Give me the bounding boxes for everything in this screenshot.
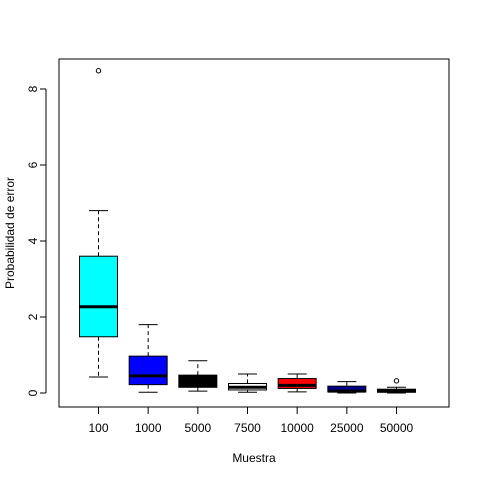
y-tick-label-1: 2 (26, 313, 40, 320)
outlier-100-0 (95, 68, 102, 74)
x-axis: 100 1000 5000 7500 10000 25000 50000 (88, 406, 414, 435)
x-tick-label-6: 50000 (380, 421, 414, 435)
x-tick-label-2: 5000 (184, 421, 211, 435)
box-rect-10000 (277, 378, 317, 389)
x-axis-title: Muestra (232, 451, 276, 465)
x-tick-label-3: 7500 (234, 421, 261, 435)
x-tick-label-0: 100 (88, 421, 108, 435)
box-rect-100 (79, 255, 118, 338)
box-100 (79, 68, 118, 378)
box-5000 (178, 360, 218, 392)
outlier-50000-0 (393, 378, 400, 384)
box-10000 (277, 373, 317, 393)
y-axis: 0 2 4 6 8 (26, 85, 47, 396)
box-group (79, 68, 416, 394)
box-1000 (128, 324, 168, 393)
y-axis-title: Probabilidad de error (3, 177, 17, 289)
y-tick-label-2: 4 (26, 237, 40, 244)
y-tick-label-0: 0 (26, 389, 40, 396)
x-tick-label-5: 25000 (330, 421, 364, 435)
box-7500 (228, 373, 267, 393)
box-50000 (377, 378, 416, 394)
x-tick-label-1: 1000 (135, 421, 162, 435)
x-tick-label-4: 10000 (280, 421, 314, 435)
y-tick-label-3: 6 (26, 161, 40, 168)
box-rect-1000 (128, 355, 168, 386)
y-tick-label-4: 8 (26, 85, 40, 92)
box-25000 (327, 381, 367, 394)
